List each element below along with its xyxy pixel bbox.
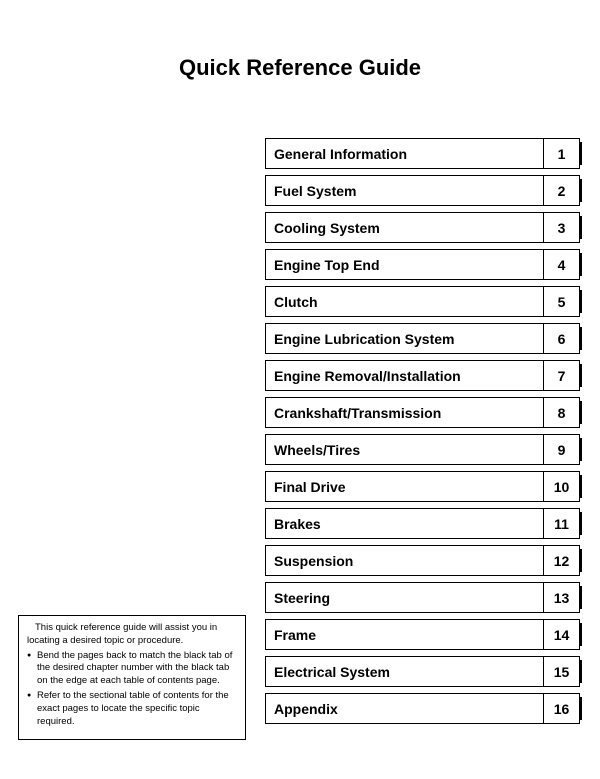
toc-row: Frame 14 (265, 619, 580, 650)
toc-number: 15 (544, 656, 580, 687)
toc-number: 4 (544, 249, 580, 280)
toc-row: Final Drive 10 (265, 471, 580, 502)
toc-label: Cooling System (265, 212, 544, 243)
toc-label: Frame (265, 619, 544, 650)
toc-number: 2 (544, 175, 580, 206)
toc-number: 5 (544, 286, 580, 317)
toc-label: General Information (265, 138, 544, 169)
toc-row: Electrical System 15 (265, 656, 580, 687)
toc-row: Cooling System 3 (265, 212, 580, 243)
toc-row: General Information 1 (265, 138, 580, 169)
note-item: Bend the pages back to match the black t… (27, 650, 237, 688)
toc-label: Crankshaft/Transmission (265, 397, 544, 428)
toc-number: 3 (544, 212, 580, 243)
note-intro: This quick reference guide will assist y… (27, 622, 237, 648)
page-title: Quick Reference Guide (0, 55, 600, 81)
toc-row: Wheels/Tires 9 (265, 434, 580, 465)
toc-label: Clutch (265, 286, 544, 317)
toc-row: Clutch 5 (265, 286, 580, 317)
toc-row: Engine Removal/Installation 7 (265, 360, 580, 391)
toc-label: Steering (265, 582, 544, 613)
toc-label: Fuel System (265, 175, 544, 206)
toc-row: Fuel System 2 (265, 175, 580, 206)
note-item: Refer to the sectional table of contents… (27, 690, 237, 728)
toc-label: Electrical System (265, 656, 544, 687)
toc-label: Wheels/Tires (265, 434, 544, 465)
toc-label: Engine Lubrication System (265, 323, 544, 354)
toc-row: Engine Lubrication System 6 (265, 323, 580, 354)
note-box: This quick reference guide will assist y… (18, 615, 246, 740)
toc-label: Engine Top End (265, 249, 544, 280)
toc-number: 13 (544, 582, 580, 613)
toc-label: Suspension (265, 545, 544, 576)
toc-number: 8 (544, 397, 580, 428)
toc-row: Appendix 16 (265, 693, 580, 724)
toc-label: Engine Removal/Installation (265, 360, 544, 391)
toc-number: 16 (544, 693, 580, 724)
toc-row: Steering 13 (265, 582, 580, 613)
toc-number: 12 (544, 545, 580, 576)
toc-number: 1 (544, 138, 580, 169)
toc-number: 9 (544, 434, 580, 465)
toc-number: 11 (544, 508, 580, 539)
toc-label: Appendix (265, 693, 544, 724)
toc-row: Engine Top End 4 (265, 249, 580, 280)
toc-row: Suspension 12 (265, 545, 580, 576)
toc-row: Brakes 11 (265, 508, 580, 539)
toc-number: 14 (544, 619, 580, 650)
toc-number: 10 (544, 471, 580, 502)
toc-label: Brakes (265, 508, 544, 539)
toc-number: 7 (544, 360, 580, 391)
table-of-contents: General Information 1 Fuel System 2 Cool… (265, 138, 580, 730)
toc-row: Crankshaft/Transmission 8 (265, 397, 580, 428)
toc-number: 6 (544, 323, 580, 354)
toc-label: Final Drive (265, 471, 544, 502)
